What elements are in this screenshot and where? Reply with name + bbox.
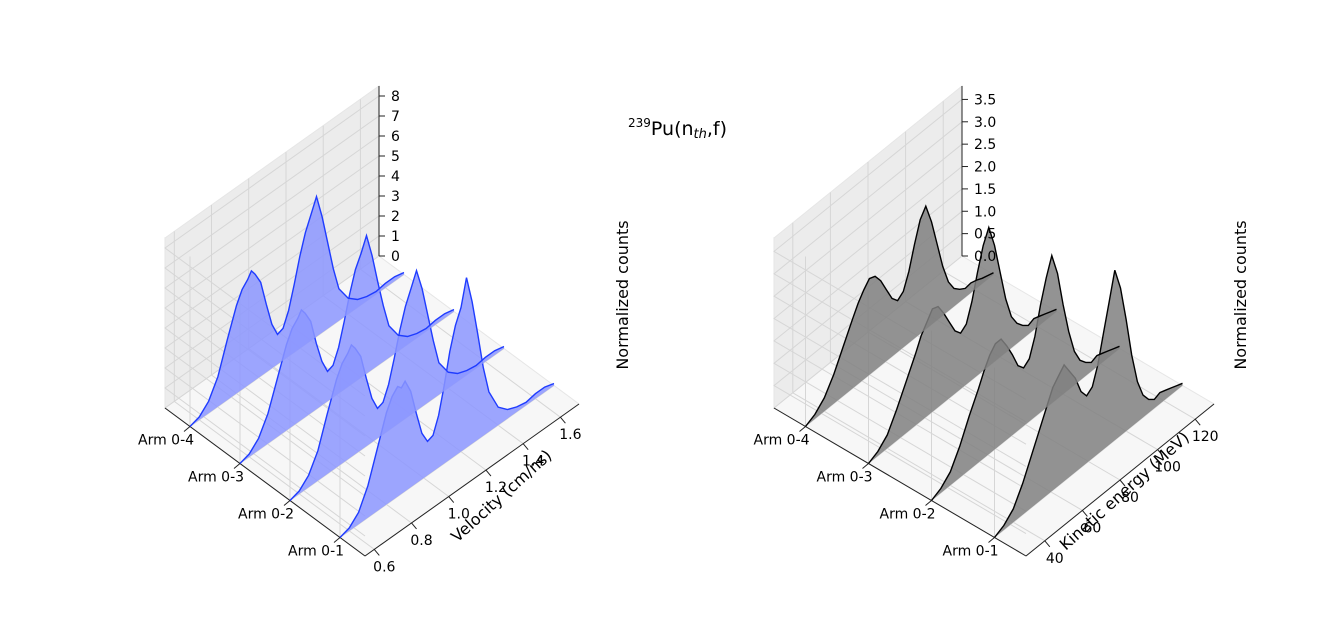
x-tick [411,522,417,530]
z-tick-label: 0.0 [974,249,996,265]
series-line-4 [189,194,405,427]
category-tick-label: Arm 0-3 [817,470,873,486]
category-tick [233,463,241,469]
x-gridline [173,231,375,550]
z-tick-label: 3.5 [974,92,996,108]
category-axis-line [773,407,1027,557]
x-gridline [792,222,1046,542]
z-tick-label: 3.0 [974,115,996,131]
x-tick-label: 120 [1192,429,1219,445]
z-axis-label: Normalized counts [613,220,632,369]
category-tick-label: Arm 0-3 [188,470,244,486]
series-area-1 [994,270,1183,538]
z-gridline [773,233,1027,535]
series-line-2 [930,253,1120,501]
x-tick-label: 0.8 [410,533,432,549]
series-line-4 [804,204,994,427]
z-tick-label: 0.5 [974,227,996,243]
title-element: Pu(n [650,118,694,140]
x-tick [1194,418,1201,426]
z-tick-label: 1 [391,229,400,245]
x-tick [1119,479,1126,487]
category-axis-line [164,407,366,557]
z-tick-label: 4 [391,169,400,185]
x-axis-line [364,403,580,557]
x-gridline [829,192,1083,511]
category-tick-label: Arm 0-1 [288,544,344,560]
series-area-2 [931,255,1120,501]
z-tick-label: 1.0 [974,204,996,220]
mass-number: 239 [628,116,651,130]
z-axis-label: Normalized counts [1231,220,1250,369]
x-tick [522,443,529,450]
x-tick-label: 1.0 [448,507,470,523]
x-tick-label: 0.6 [373,559,395,575]
x-tick-label: 80 [1121,490,1139,506]
series-area-3 [240,235,454,464]
x-gridline [211,205,412,524]
x-tick [485,469,492,477]
category-tick-label: Arm 0-1 [943,544,999,560]
z-tick-label: 2.0 [974,160,996,176]
x-tick [1082,510,1088,517]
x-tick [1157,449,1163,456]
title-subscript: th [693,127,707,142]
title-suffix: ,f) [706,118,728,140]
z-tick-label: 7 [391,109,400,125]
z-gridline [773,188,1027,490]
category-tick [925,500,932,506]
z-tick-label: 0 [391,249,400,265]
category-tick [333,537,341,543]
category-tick [283,500,291,506]
x-tick [1044,540,1051,548]
category-tick-label: Arm 0-4 [754,433,810,449]
category-tick [183,426,191,432]
series-area-3 [868,227,1057,464]
z-tick-label: 6 [391,129,400,145]
category-tick-label: Arm 0-2 [238,507,294,523]
category-tick [862,463,869,469]
z-tick-label: 5 [391,149,400,165]
z-tick-label: 3 [391,189,400,205]
z-tick-label: 1.5 [974,182,996,198]
series-area-1 [340,277,554,538]
series-area-4 [805,206,994,427]
x-tick-label: 60 [1083,520,1101,536]
x-tick-label: 100 [1154,460,1181,476]
series-area-4 [190,196,404,427]
z-tick-label: 2 [391,209,400,225]
x-tick-label: 1.2 [485,480,507,496]
series-line-3 [867,225,1057,464]
category-tick [799,426,806,432]
z-gridline [773,166,1027,467]
figure-title: 239Pu(nth,f) [628,116,727,142]
x-tick [560,416,566,424]
category-tick [988,537,995,543]
z-tick-label: 8 [391,89,400,105]
series-area-2 [290,270,504,501]
z-gridline [773,210,1027,512]
x-tick [373,549,380,556]
x-tick [448,496,455,503]
category-tick-label: Arm 0-4 [138,433,194,449]
category-tick-label: Arm 0-2 [880,507,936,523]
x-tick-label: 40 [1046,551,1064,567]
x-tick-label: 1.4 [522,454,544,470]
z-tick-label: 2.5 [974,137,996,153]
x-tick-label: 1.6 [559,427,581,443]
